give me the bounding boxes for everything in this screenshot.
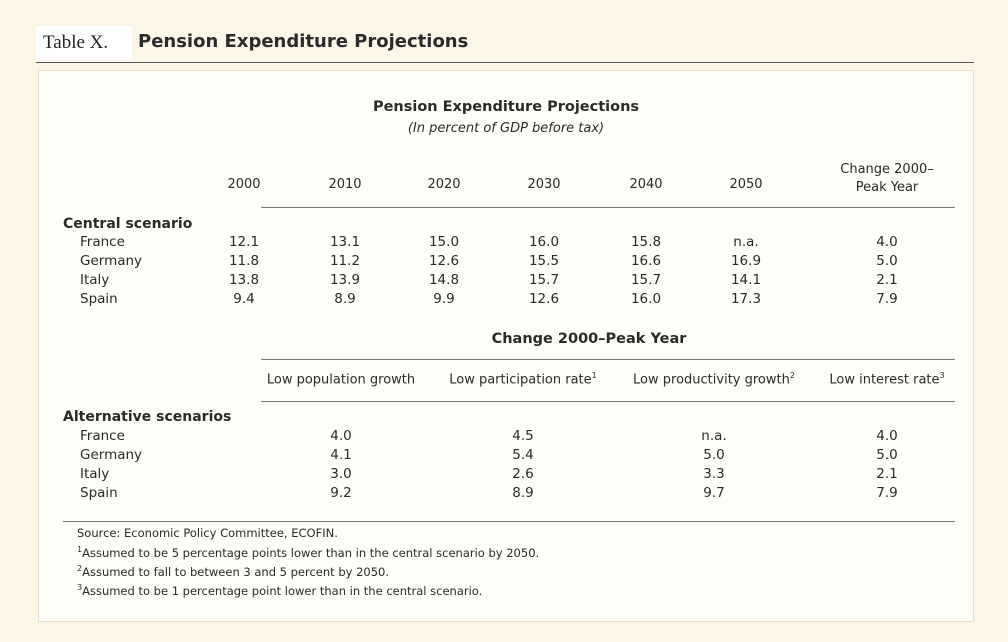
table-cell: 15.0	[428, 234, 460, 250]
footnote-1: 1Assumed to be 5 percentage points lower…	[77, 545, 540, 560]
table-cell: 12.1	[228, 234, 260, 250]
table-cell: 12.6	[428, 253, 460, 269]
row-country-label: Italy	[80, 272, 110, 288]
alt-column-header: Low population growth	[251, 371, 431, 387]
table-cell: 9.4	[233, 291, 255, 307]
table-cell: 5.0	[876, 447, 898, 463]
table-cell: 2.1	[876, 272, 898, 288]
footnote-marker: 3	[939, 371, 945, 380]
table-cell: 4.0	[876, 428, 898, 444]
alt-column-header: Low productivity growth2	[624, 371, 804, 387]
change-header-line1: Change 2000–	[840, 162, 934, 177]
table-cell: 15.7	[630, 272, 662, 288]
table-cell: 4.5	[512, 428, 534, 444]
table-cell: 8.9	[512, 485, 534, 501]
table-cell: 11.2	[329, 253, 361, 269]
table-cell: 16.9	[730, 253, 762, 269]
table-cell: 17.3	[730, 291, 762, 307]
table-cell: 7.9	[876, 291, 898, 307]
change-column-header: Change 2000– Peak Year	[839, 161, 935, 197]
table-cell: 4.0	[330, 428, 352, 444]
alt-rule-top	[261, 359, 955, 360]
header-divider	[36, 62, 974, 63]
change-header-line2: Peak Year	[855, 180, 919, 195]
table-title: Pension Expenditure Projections	[372, 99, 640, 115]
row-country-label: Germany	[80, 253, 143, 269]
alt-column-label: Low interest rate	[829, 372, 940, 388]
table-panel: Pension Expenditure Projections (In perc…	[38, 70, 974, 622]
year-header: 2050	[729, 177, 763, 192]
table-cell: 16.6	[630, 253, 662, 269]
table-cell: 9.7	[703, 485, 725, 501]
alt-column-label: Low productivity growth	[633, 372, 790, 388]
page-title: Pension Expenditure Projections	[138, 31, 469, 52]
table-cell: 16.0	[630, 291, 662, 307]
alt-column-header: Low participation rate1	[433, 371, 613, 387]
table-cell: 3.3	[703, 466, 725, 482]
year-header: 2010	[328, 177, 362, 192]
table-cell: 14.1	[730, 272, 762, 288]
table-cell: 5.0	[876, 253, 898, 269]
change-section-title: Change 2000–Peak Year	[491, 331, 687, 347]
table-cell: 2.1	[876, 466, 898, 482]
footnote-2: 2Assumed to fall to between 3 and 5 perc…	[77, 564, 390, 579]
table-cell: 3.0	[330, 466, 352, 482]
table-cell: 7.9	[876, 485, 898, 501]
year-header: 2020	[427, 177, 461, 192]
row-country-label: Germany	[80, 447, 143, 463]
table-number-label: Table X.	[36, 26, 132, 60]
year-header: 2000	[227, 177, 261, 192]
table-cell: 9.9	[433, 291, 455, 307]
table-cell: 14.8	[428, 272, 460, 288]
table-cell: 8.9	[334, 291, 356, 307]
table-cell: 13.8	[228, 272, 260, 288]
alt-rule-bottom	[261, 401, 955, 402]
table-cell: 11.8	[228, 253, 260, 269]
footnote-marker: 2	[789, 371, 795, 380]
table-cell: 9.2	[330, 485, 352, 501]
alt-column-label: Low population growth	[266, 372, 416, 388]
table-subtitle: (In percent of GDP before tax)	[407, 121, 605, 136]
year-header: 2030	[527, 177, 561, 192]
table-cell: 5.4	[512, 447, 534, 463]
row-country-label: France	[80, 234, 125, 250]
row-country-label: Italy	[80, 466, 110, 482]
alt-column-label: Low participation rate	[449, 372, 592, 388]
table-cell: 4.0	[876, 234, 898, 250]
footnote-marker: 1	[591, 371, 597, 380]
table-cell: 15.5	[528, 253, 560, 269]
row-country-label: Spain	[80, 291, 118, 307]
table-cell: n.a.	[701, 428, 727, 444]
table-cell: 4.1	[330, 447, 352, 463]
source-note: Source: Economic Policy Committee, ECOFI…	[77, 526, 338, 540]
table-cell: 2.6	[512, 466, 534, 482]
table-cell: 15.8	[630, 234, 662, 250]
year-header: 2040	[629, 177, 663, 192]
row-country-label: Spain	[80, 485, 118, 501]
table-cell: 13.1	[329, 234, 361, 250]
footnote-3: 3Assumed to be 1 percentage point lower …	[77, 583, 483, 598]
table-cell: 16.0	[528, 234, 560, 250]
table-cell: 12.6	[528, 291, 560, 307]
notes-rule	[63, 521, 955, 522]
table-cell: 15.7	[528, 272, 560, 288]
table-cell: n.a.	[733, 234, 759, 250]
table-cell: 13.9	[329, 272, 361, 288]
alt-column-header: Low interest rate3	[797, 371, 977, 387]
table-cell: 5.0	[703, 447, 725, 463]
alternative-scenario-label: Alternative scenarios	[63, 409, 232, 425]
central-scenario-label: Central scenario	[63, 216, 193, 232]
row-country-label: France	[80, 428, 125, 444]
header-rule-top	[261, 207, 955, 208]
